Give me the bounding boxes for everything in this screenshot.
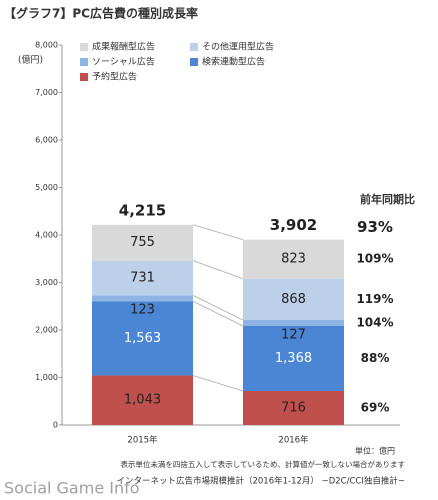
growth-label: 104% — [356, 315, 393, 329]
data-label: 1,368 — [275, 351, 312, 366]
data-label: 755 — [130, 235, 155, 250]
legend-swatch — [190, 58, 198, 66]
y-tick-label: 4,000 — [35, 231, 58, 240]
bar-segment — [243, 326, 344, 391]
total-label: 3,902 — [270, 216, 317, 234]
bar-segment — [92, 375, 193, 425]
growth-label: 119% — [356, 292, 393, 306]
growth-label: 88% — [361, 351, 390, 365]
connector — [192, 224, 244, 241]
data-label: 868 — [281, 292, 306, 307]
unit-note: 単位：億円 — [355, 446, 395, 456]
data-label: 823 — [281, 252, 306, 267]
y-tick-label: 1,000 — [35, 373, 58, 382]
data-label: 1,563 — [124, 331, 161, 346]
source: インターネット広告市場規模推計（2016年1-12月） ~D2C/CCI独自推計… — [116, 476, 405, 487]
legend-label: その他運用型広告 — [202, 41, 274, 53]
legend-label: 予約型広告 — [92, 71, 137, 83]
bar-segment — [92, 295, 193, 302]
bar-segment — [92, 301, 193, 376]
legend-label: 成果報酬型広告 — [92, 41, 155, 53]
legend-swatch — [80, 73, 88, 81]
bar-segment — [243, 319, 344, 327]
legend-label: 検索連動型広告 — [202, 56, 265, 68]
bar-segment — [243, 239, 344, 279]
data-label: 731 — [130, 271, 155, 286]
y-tick-label: 2,000 — [35, 326, 58, 335]
rounding-note: 表示単位未満を四捨五入して表示しているため、計算値が一致しない場合があります — [120, 459, 405, 469]
x-tick-label: 2015年 — [127, 435, 158, 446]
connector — [192, 295, 244, 321]
growth-title: 前年同期比 — [360, 192, 415, 206]
data-label: 123 — [130, 303, 155, 318]
legend-swatch — [80, 58, 88, 66]
chart-title: 【グラフ7】PC広告費の種別成長率 — [4, 6, 198, 21]
watermark: Social Game Info — [4, 479, 140, 498]
y-tick-label: 7,000 — [35, 88, 58, 97]
connector — [192, 260, 244, 280]
legend-swatch — [80, 43, 88, 51]
y-tick-label: 3,000 — [35, 278, 58, 287]
connector — [192, 300, 244, 327]
y-tick-label: 5,000 — [35, 183, 58, 192]
connector — [192, 375, 244, 392]
bar-segment — [92, 224, 193, 261]
data-label: 127 — [281, 328, 306, 343]
total-growth-label: 93% — [357, 218, 393, 236]
growth-label: 69% — [361, 400, 390, 414]
bar-segment — [243, 278, 344, 320]
growth-label: 109% — [356, 252, 393, 266]
bar-segment — [92, 260, 193, 296]
data-label: 1,043 — [124, 393, 161, 408]
y-tick-label: 6,000 — [35, 136, 58, 145]
bar-segment — [243, 390, 344, 425]
y-axis-label: (億円) — [18, 54, 43, 66]
legend-swatch — [190, 43, 198, 51]
data-label: 716 — [281, 400, 306, 415]
y-tick-label: 8,000 — [35, 41, 58, 50]
y-tick-label: 0 — [53, 421, 58, 430]
x-tick-label: 2016年 — [278, 435, 309, 446]
total-label: 4,215 — [119, 201, 166, 219]
legend-label: ソーシャル広告 — [92, 56, 155, 68]
